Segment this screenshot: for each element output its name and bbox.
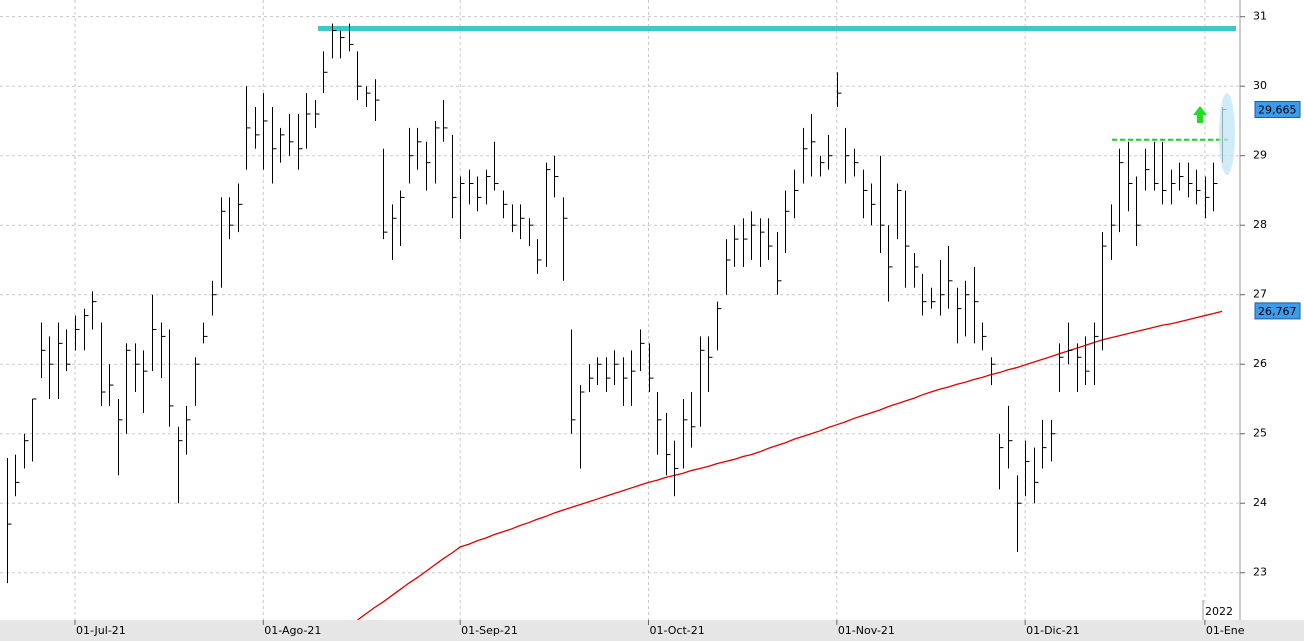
year-label-box <box>1203 604 1233 619</box>
highlight-ellipse <box>1219 93 1235 175</box>
y-tick-label: 26 <box>1253 357 1267 370</box>
x-tick-label: 01-Sep-21 <box>461 624 518 637</box>
y-tick-label: 24 <box>1253 496 1267 509</box>
x-axis-band <box>0 620 1304 641</box>
x-tick-label: 01-Ago-21 <box>264 624 321 637</box>
y-tick-label: 29 <box>1253 149 1267 162</box>
y-tick-label: 30 <box>1253 79 1267 92</box>
price-label-box <box>1254 100 1301 118</box>
ma-label: 26,767 <box>1258 305 1297 318</box>
y-tick-label: 28 <box>1253 218 1267 231</box>
x-tick-label: 01-Jul-21 <box>76 624 126 637</box>
plot-area <box>0 0 1240 620</box>
y-tick-label: 23 <box>1253 566 1267 579</box>
y-tick-label: 25 <box>1253 427 1267 440</box>
ma-label-box <box>1254 302 1301 320</box>
year-label: 2022 <box>1205 605 1233 618</box>
axes: 23 24 25 26 27 28 29 30 31 01-Jul-21 01-Ago-21 01-S… <box>74 10 1301 637</box>
y-tick-label: 31 <box>1253 10 1267 23</box>
y-tick-label: 27 <box>1253 288 1267 301</box>
x-tick-label: 01-Nov-21 <box>838 624 895 637</box>
price-label: 29,665 <box>1258 103 1297 116</box>
x-tick-label: 01-Dic-21 <box>1026 624 1080 637</box>
x-tick-label: 01-Ene <box>1206 624 1245 637</box>
up-arrow <box>1193 106 1207 123</box>
x-tick-label: 01-Oct-21 <box>650 624 705 637</box>
